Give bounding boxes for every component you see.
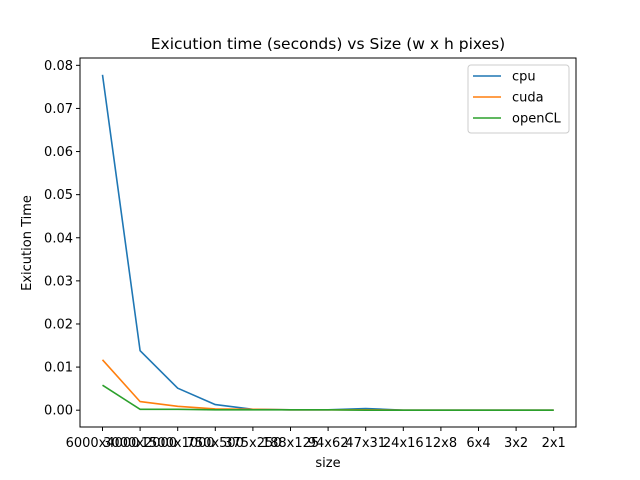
y-tick-label: 0.04 <box>44 231 73 246</box>
x-tick-label: 750x500 <box>187 436 244 451</box>
y-tick-label: 0.00 <box>44 404 73 419</box>
x-tick-label: 24x16 <box>383 436 424 451</box>
series-line-cuda <box>101 359 554 412</box>
x-tick-label: 3000x2000 <box>103 436 177 451</box>
y-axis-label: Exicution Time <box>20 195 35 291</box>
x-tick-label: 12x8 <box>425 436 458 451</box>
chart-title: Exicution time (seconds) vs Size (w x h … <box>151 35 505 53</box>
x-tick-label: 2x1 <box>542 436 566 451</box>
x-axis-label: size <box>315 456 340 471</box>
y-tick-label: 0.03 <box>44 274 73 289</box>
y-tick-label: 0.02 <box>44 317 73 332</box>
legend: cpu cuda openCL <box>467 64 570 134</box>
x-tick-label: 94x62 <box>308 436 349 451</box>
x-tick-label: 3x2 <box>504 436 528 451</box>
legend-box <box>467 64 570 134</box>
legend-label: openCL <box>512 112 562 127</box>
x-tick-label: 47x31 <box>345 436 386 451</box>
series-line-opencl <box>102 384 554 412</box>
legend-label: cuda <box>512 91 544 106</box>
y-tick-label: 0.01 <box>44 361 73 376</box>
x-tick-label: 1500x1000 <box>141 436 215 451</box>
y-tick-label: 0.08 <box>44 59 73 74</box>
legend-label: cpu <box>512 70 536 85</box>
x-tick-label: 188x125 <box>262 436 319 451</box>
x-tick-label: 6000x4000 <box>66 436 140 451</box>
y-tick-label: 0.07 <box>44 102 73 117</box>
y-tick-label: 0.06 <box>44 145 73 160</box>
y-tick-label: 0.05 <box>44 188 73 203</box>
x-tick-label: 6x4 <box>466 436 490 451</box>
x-tick-label: 375x250 <box>224 436 281 451</box>
